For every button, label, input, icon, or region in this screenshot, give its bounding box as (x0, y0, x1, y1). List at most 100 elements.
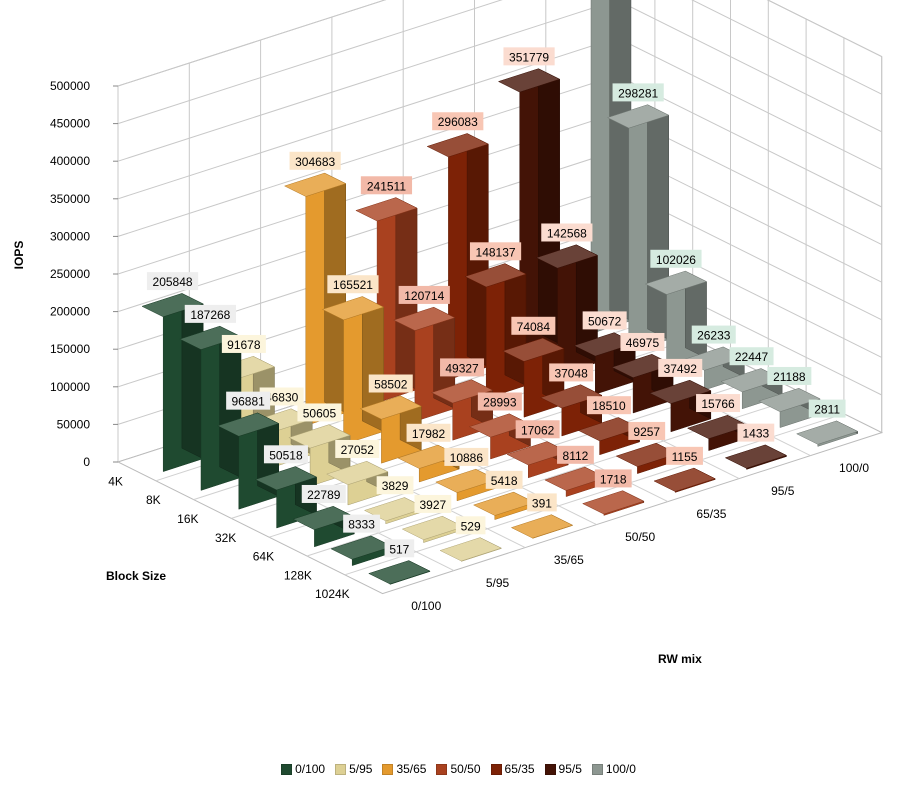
data-label: 21188 (767, 366, 812, 385)
data-label: 3829 (376, 476, 414, 495)
legend-item: 65/35 (490, 762, 535, 776)
data-label: 27052 (335, 439, 380, 458)
y-tick-label: 50000 (57, 417, 91, 431)
legend-label: 100/0 (605, 762, 636, 776)
data-label-bg (628, 421, 666, 440)
data-label-bg (455, 516, 486, 535)
chart-legend: 0/100 5/95 35/65 50/50 65/35 95/5 100/0 (0, 762, 917, 776)
legend-label: 95/5 (558, 762, 582, 776)
bar-top (355, 197, 418, 222)
y-tick-label: 150000 (50, 342, 90, 356)
data-label-text: 1155 (672, 450, 698, 464)
data-label-bg (226, 391, 271, 410)
data-label-bg (620, 332, 665, 351)
y-tick-label: 0 (83, 455, 90, 469)
y-tick-label: 400000 (50, 154, 90, 168)
data-label-text: 96881 (231, 395, 265, 409)
data-label-bg (582, 311, 627, 330)
data-label-bg (221, 334, 266, 353)
chart-canvas: 4979022982813517791020261425682960832623… (12, 0, 884, 666)
data-label-bg (696, 394, 741, 413)
data-label: 142568 (541, 223, 593, 242)
data-label-bg (729, 347, 774, 366)
data-label-text: 50518 (269, 448, 303, 462)
bar (393, 306, 456, 422)
data-label-bg (406, 423, 451, 442)
data-label: 37492 (658, 358, 703, 377)
y-gridline (117, 0, 882, 125)
data-label-text: 296083 (438, 115, 478, 129)
legend-item: 100/0 (591, 762, 636, 776)
z-tick-label: 5/95 (486, 576, 510, 590)
data-label-text: 28993 (483, 395, 517, 409)
data-label: 5418 (485, 470, 523, 489)
data-label-text: 17982 (412, 427, 446, 441)
data-label-text: 74084 (517, 320, 551, 334)
data-label-text: 529 (461, 519, 481, 533)
data-label-text: 10886 (450, 451, 484, 465)
data-label-text: 120714 (404, 289, 444, 303)
legend-swatch (591, 763, 603, 775)
legend-label: 50/50 (450, 762, 481, 776)
data-label: 148137 (469, 242, 522, 261)
bar-top (368, 560, 431, 585)
data-label-text: 391 (532, 496, 552, 510)
data-label: 49327 (440, 358, 485, 377)
legend-swatch (281, 763, 293, 775)
legend-label: 35/65 (396, 762, 427, 776)
data-label: 10886 (444, 447, 489, 466)
data-label-bg (808, 399, 846, 418)
bar-top (321, 296, 385, 321)
data-label-text: 17062 (521, 423, 555, 437)
data-label-text: 298281 (618, 86, 658, 100)
data-label: 50672 (582, 311, 627, 330)
data-label-text: 8112 (563, 449, 589, 463)
data-label-bg (414, 494, 452, 513)
y-tick-label: 100000 (50, 380, 90, 394)
legend-item: 95/5 (544, 762, 582, 776)
data-label-text: 21188 (773, 370, 806, 384)
bar (653, 467, 716, 493)
data-label: 74084 (511, 316, 556, 335)
data-label: 2811 (808, 399, 846, 418)
bar-top (464, 263, 527, 288)
data-label-bg (691, 325, 736, 344)
y-tick-label: 450000 (50, 117, 90, 131)
bar-side (609, 0, 632, 322)
x-tick-label: 32K (215, 531, 236, 545)
legend-swatch (544, 763, 556, 775)
bar (510, 514, 574, 539)
bar (795, 420, 859, 447)
data-label-bg (184, 304, 236, 323)
data-label: 1155 (666, 446, 703, 465)
bar-top (254, 466, 318, 491)
data-label-text: 5418 (491, 474, 518, 488)
data-label-bg (259, 387, 304, 406)
legend-item: 35/65 (382, 762, 426, 776)
data-label: 205848 (146, 272, 199, 291)
data-label-text: 187268 (190, 308, 230, 322)
bar-top (283, 172, 347, 197)
legend-swatch (490, 763, 502, 775)
data-label: 241511 (360, 176, 413, 195)
data-label-text: 9257 (633, 425, 660, 439)
data-label-text: 26233 (697, 329, 731, 343)
bar (283, 172, 347, 426)
data-label: 8112 (557, 445, 594, 464)
data-label: 529 (455, 516, 486, 535)
data-label-text: 37048 (554, 366, 588, 380)
data-label: 391 (527, 493, 557, 512)
data-label-text: 22447 (735, 350, 769, 364)
bar-top (502, 337, 565, 362)
data-label-text: 46975 (626, 336, 660, 350)
data-label-bg (527, 493, 557, 512)
data-label-bg (586, 396, 631, 415)
y-tick-label: 350000 (50, 192, 90, 206)
data-label: 46975 (620, 332, 665, 351)
data-label-bg (503, 47, 555, 66)
data-label-text: 49327 (445, 361, 479, 375)
bar-top (649, 379, 712, 404)
data-label-text: 58502 (374, 378, 408, 392)
bar-top (653, 467, 716, 492)
